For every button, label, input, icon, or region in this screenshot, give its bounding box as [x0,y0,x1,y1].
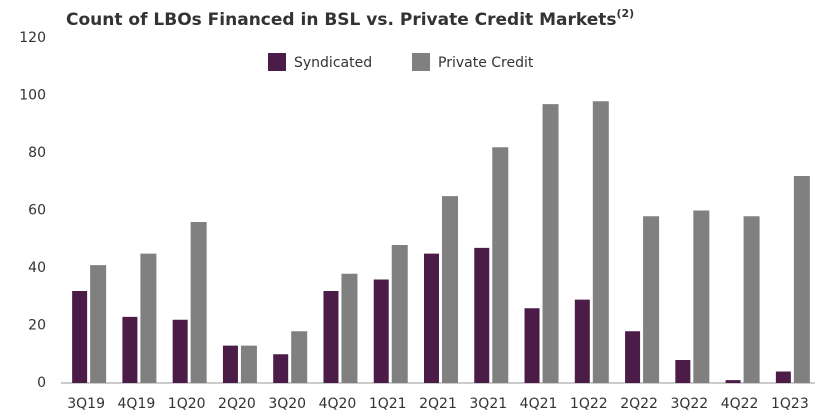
title-note: (2) [617,7,635,20]
x-tick-label: 4Q19 [118,396,156,412]
legend-label: Private Credit [438,55,534,71]
y-tick-label: 0 [37,375,46,391]
bar [725,380,741,383]
x-tick-label: 1Q23 [771,396,809,412]
x-tick-label: 1Q20 [168,396,206,412]
bar [592,101,609,383]
x-tick-label: 3Q21 [469,396,507,412]
bar [140,253,157,383]
bar [240,345,257,383]
bar [190,222,207,383]
legend-label: Syndicated [294,55,372,71]
chart-title: Count of LBOs Financed in BSL vs. Privat… [66,10,617,30]
bar [341,273,358,383]
bar [323,291,339,383]
x-tick-label: 3Q22 [670,396,708,412]
chart-title-group: Count of LBOs Financed in BSL vs. Privat… [66,7,634,30]
y-tick-label: 120 [19,30,46,46]
bar [442,196,458,383]
bar [775,371,791,383]
y-tick-label: 100 [19,88,46,104]
bar [172,319,188,383]
bar [743,216,760,383]
bar [90,265,107,383]
bar [643,216,660,383]
bar [524,308,540,383]
bar [222,345,238,383]
bar [391,245,408,383]
bar [793,176,810,383]
bar [474,247,490,383]
bar [273,354,289,383]
x-tick-label: 2Q20 [218,396,256,412]
y-tick-label: 20 [28,318,46,334]
bar [574,299,590,383]
bar [291,331,308,383]
x-tick-label: 3Q19 [67,396,105,412]
bar [424,253,439,383]
y-tick-label: 60 [28,203,46,219]
bar [122,316,138,383]
x-tick-label: 3Q20 [268,396,306,412]
bar [675,360,691,383]
bar [693,210,710,383]
x-tick-label: 2Q21 [419,396,457,412]
y-tick-label: 80 [28,145,46,161]
legend-swatch [268,53,286,71]
x-tick-label: 1Q21 [369,396,407,412]
x-tick-label: 4Q21 [520,396,558,412]
bar [373,279,389,383]
bar [542,104,559,383]
x-tick-label: 4Q20 [319,396,357,412]
x-tick-label: 4Q22 [721,396,759,412]
legend-swatch [412,53,430,71]
x-tick-label: 2Q22 [620,396,658,412]
x-tick-label: 1Q22 [570,396,608,412]
bar [625,331,641,383]
y-tick-label: 40 [28,260,46,276]
bar [492,147,509,383]
bar [72,291,88,383]
